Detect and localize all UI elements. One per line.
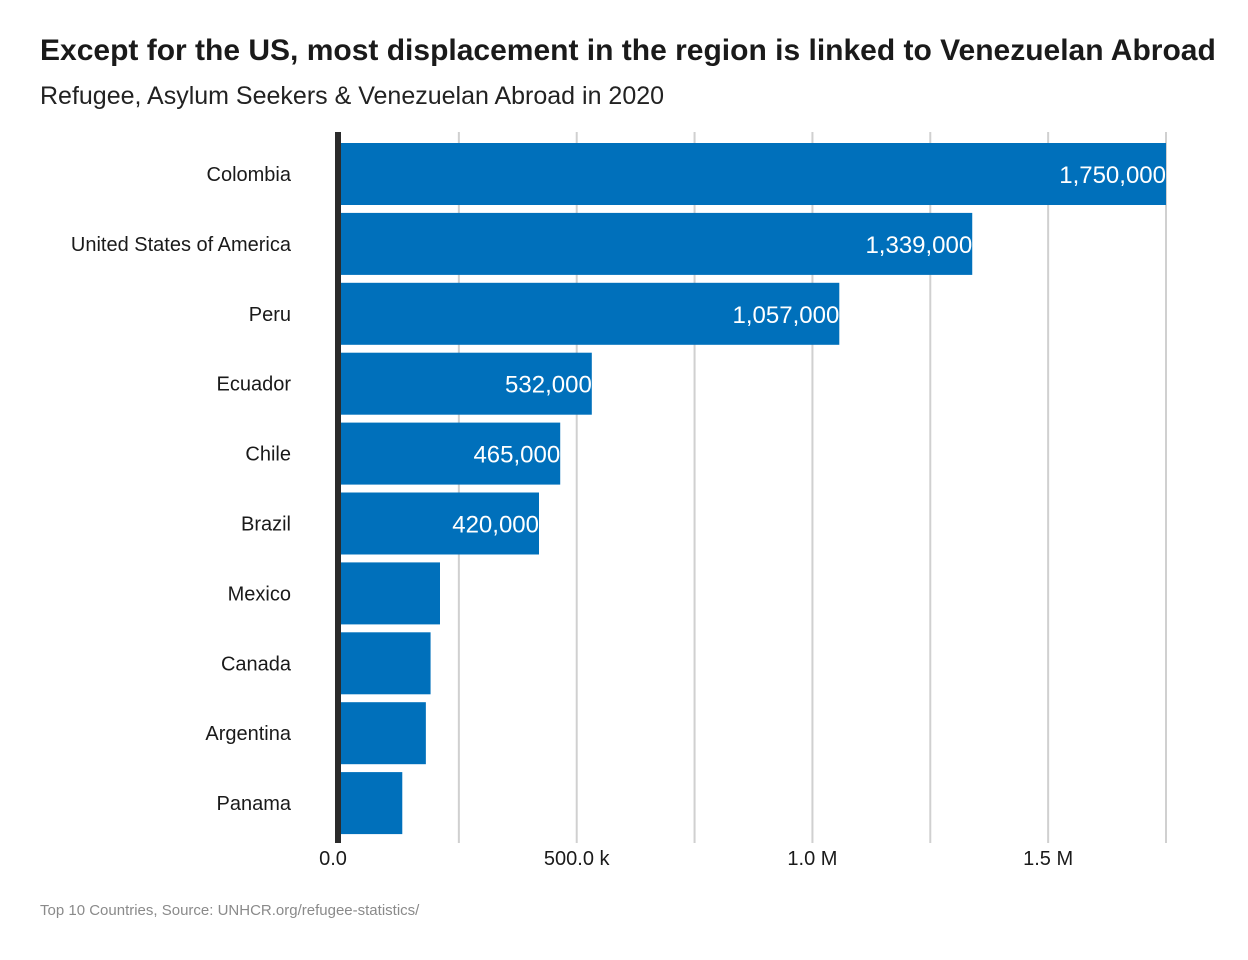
x-tick-label: 1.5 M	[1023, 848, 1073, 870]
x-axis-tick-labels: 0.0 500.0 k 1.0 M 1.5 M	[319, 848, 1073, 870]
y-axis-line	[335, 132, 341, 843]
bar-value-label: 532,000	[505, 372, 592, 399]
bar-value-label: 1,057,000	[733, 302, 840, 329]
bar	[341, 492, 539, 555]
value-labels: 1,750,000 1,339,000 1,057,000 532,000 465,00…	[452, 162, 1166, 539]
bar	[341, 212, 973, 275]
category-label: Argentina	[205, 723, 291, 745]
x-tick-label: 500.0 k	[544, 848, 611, 870]
bar	[341, 702, 426, 765]
source-footnote: Top 10 Countries, Source: UNHCR.org/refu…	[40, 902, 420, 919]
bar	[341, 143, 1166, 205]
x-tick-label: 0.0	[319, 848, 347, 870]
bar-value-label: 465,000	[473, 442, 560, 469]
bar	[341, 282, 840, 345]
category-label: Canada	[221, 653, 292, 675]
bar-value-label: 420,000	[452, 512, 539, 539]
category-label: Mexico	[228, 583, 291, 605]
chart-subtitle: Refugee, Asylum Seekers & Venezuelan Abr…	[40, 82, 665, 110]
bars	[341, 143, 1166, 835]
x-tick-label: 1.0 M	[787, 848, 837, 870]
category-label: United States of America	[71, 234, 292, 256]
bar	[341, 422, 561, 485]
chart-title: Except for the US, most displacement in …	[40, 34, 1216, 67]
bar-value-label: 1,339,000	[865, 232, 972, 259]
category-label: Colombia	[207, 164, 292, 186]
category-labels: Colombia United States of America Peru Ecua…	[71, 164, 292, 815]
category-label: Panama	[217, 793, 292, 815]
bar	[341, 562, 440, 625]
bar	[341, 772, 403, 835]
bar	[341, 632, 431, 695]
category-label: Chile	[245, 444, 291, 466]
category-label: Ecuador	[217, 374, 292, 396]
category-label: Brazil	[241, 514, 291, 536]
bar	[341, 352, 592, 415]
category-label: Peru	[249, 304, 291, 326]
bar-value-label: 1,750,000	[1059, 162, 1166, 189]
